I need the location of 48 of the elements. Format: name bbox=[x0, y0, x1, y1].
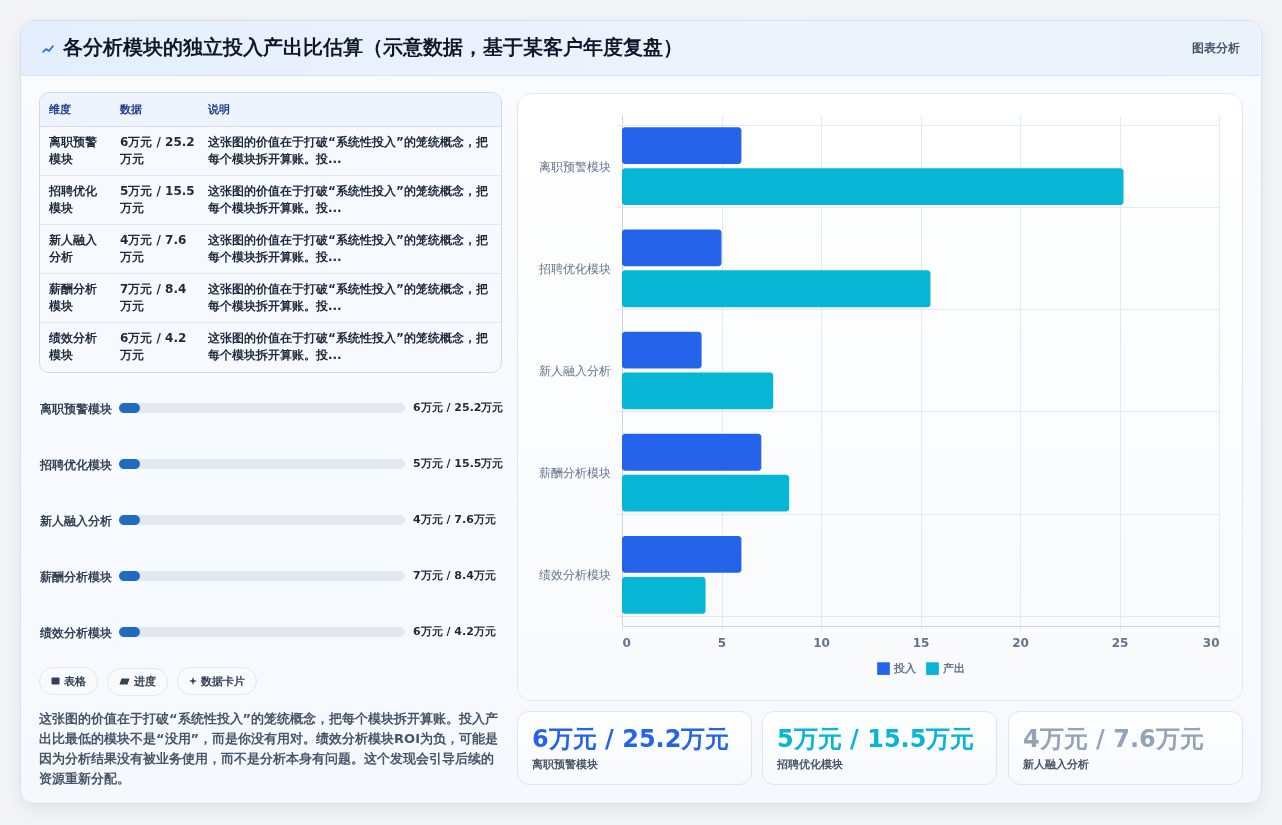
category-label: 新人融入分析 bbox=[1023, 757, 1089, 773]
text: 这张图的价值在于打破“系统性投入”的笼统概念，把每个模块拆开算账。投入产出比最低的模块不是“没用”，而是你没有用对。绩效分析模块ROI为负，可能是因为分析结果没有被业务使用，而不是分析本身有问题。这个发现会引导后续的资源重新分配。 bbox=[39, 709, 500, 788]
text: 6万元 / 25.2万元 bbox=[111, 126, 199, 176]
text: 这张图的价值在于打破“系统性投入”的笼统概念，把每个模块拆开算账。投... bbox=[199, 126, 501, 176]
text: 6万元 / 4.2万元 bbox=[111, 322, 199, 371]
text: 7万元 / 8.4万元 bbox=[413, 569, 496, 582]
text: 图表分析 bbox=[1192, 40, 1240, 57]
text: 5万元 / 15.5万元 bbox=[413, 457, 504, 470]
text: 这张图的价值在于打破“系统性投入”的笼统概念，把每个模块拆开算账。投... bbox=[199, 322, 501, 371]
category-label: 数据卡片 bbox=[201, 673, 245, 689]
text: 这张图的价值在于打破“系统性投入”的笼统概念，把每个模块拆开算账。投... bbox=[199, 175, 501, 225]
category-label: 数据 bbox=[111, 93, 199, 127]
x-tick-label: 20 bbox=[1012, 635, 1029, 650]
x-tick-label: 5 bbox=[717, 635, 727, 650]
text: 各分析模块的独立投入产出比估算（示意数据，基于某客户年度复盘） bbox=[63, 35, 683, 61]
text: 6万元 / 25.2万元 bbox=[532, 724, 730, 754]
y-tick-label: 绩效分析模块 bbox=[538, 568, 611, 583]
text: 5万元 / 15.5万元 bbox=[777, 724, 975, 754]
text: 7万元 / 8.4万元 bbox=[111, 273, 199, 323]
category-label: 说明 bbox=[199, 93, 501, 127]
x-tick-label: 25 bbox=[1111, 635, 1129, 650]
category-label: 维度 bbox=[40, 93, 111, 127]
y-tick-label: 绩效分析模块 bbox=[38, 625, 112, 640]
text: 5万元 / 15.5万元 bbox=[111, 175, 199, 225]
text: 4万元 / 7.6万元 bbox=[111, 224, 199, 274]
y-tick-label: 离职预警模块 bbox=[38, 401, 112, 416]
text: 这张图的价值在于打破“系统性投入”的笼统概念，把每个模块拆开算账。投... bbox=[199, 224, 501, 274]
text: 4万元 / 7.6万元 bbox=[413, 513, 496, 526]
text: 这张图的价值在于打破“系统性投入”的笼统概念，把每个模块拆开算账。投... bbox=[199, 273, 501, 323]
y-tick-label: 薪酬分析模块 bbox=[538, 466, 611, 481]
category-label: 招聘优化模块 bbox=[777, 757, 843, 773]
legend-label: 投入 bbox=[893, 661, 917, 675]
y-tick-label: 新人融入分析 bbox=[538, 364, 611, 378]
text: 6万元 / 25.2万元 bbox=[413, 401, 504, 414]
y-tick-label: 新人融入分析 bbox=[38, 513, 112, 528]
y-tick-label: 离职预警模块 bbox=[538, 159, 611, 174]
y-tick-label: 薪酬分析模块 bbox=[38, 569, 112, 584]
y-tick-label: 招聘优化模块 bbox=[537, 261, 611, 276]
x-tick-label: 10 bbox=[813, 635, 830, 650]
y-tick-label: 招聘优化模块 bbox=[38, 457, 112, 472]
x-tick-label: 15 bbox=[912, 635, 930, 650]
text: 6万元 / 4.2万元 bbox=[413, 625, 496, 638]
category-label: 表格 bbox=[64, 673, 86, 689]
x-tick-label: 30 bbox=[1202, 635, 1220, 650]
text: 4万元 / 7.6万元 bbox=[1023, 724, 1204, 754]
legend-label: 产出 bbox=[942, 661, 965, 675]
x-tick-label: 0 bbox=[622, 635, 631, 650]
category-label: 进度 bbox=[134, 674, 156, 689]
